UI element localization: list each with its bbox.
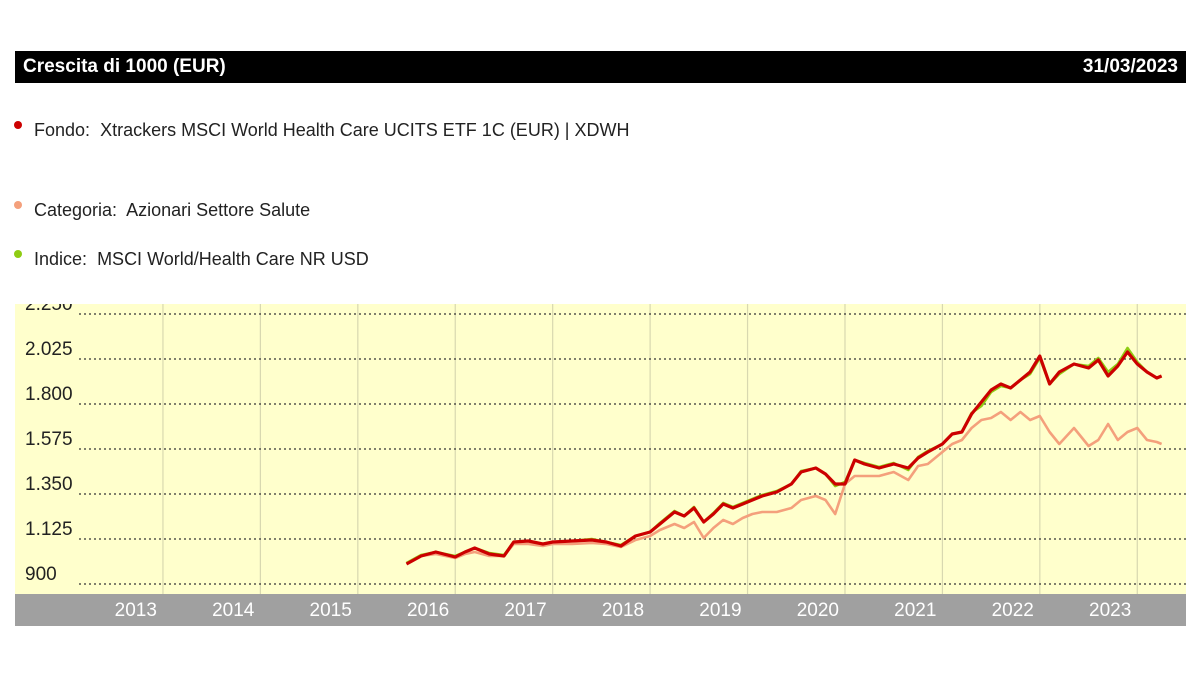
fondo-dot-icon xyxy=(14,121,22,129)
x-tick-label: 2021 xyxy=(894,600,936,621)
x-tick-label: 2013 xyxy=(115,600,157,621)
x-axis-band xyxy=(15,594,1186,626)
x-tick-label: 2019 xyxy=(699,600,741,621)
y-tick-label: 900 xyxy=(25,564,57,585)
x-tick-label: 2020 xyxy=(797,600,839,621)
growth-chart: 2013 2014 2015 2016 2017 2018 2019 2020 2021 2022… xyxy=(15,304,1186,626)
chart-header: Crescita di 1000 (EUR) 31/03/2023 xyxy=(15,51,1186,83)
legend-fondo-text: Fondo: Xtrackers MSCI World Health Care … xyxy=(34,117,694,144)
y-tick-label: 1.350 xyxy=(25,474,73,495)
legend-indice-value: MSCI World/Health Care NR USD xyxy=(97,249,369,269)
legend-categoria-value: Azionari Settore Salute xyxy=(126,200,311,220)
y-tick-label: 2.250 xyxy=(25,304,73,315)
x-tick-label: 2022 xyxy=(992,600,1034,621)
y-tick-label: 1.575 xyxy=(25,429,73,450)
legend-indice-label: Indice: xyxy=(34,249,88,269)
x-tick-label: 2017 xyxy=(504,600,546,621)
indice-dot-icon xyxy=(14,250,22,258)
categoria-dot-icon xyxy=(14,201,22,209)
legend-fondo-label: Fondo: xyxy=(34,120,91,140)
series-line-categoria xyxy=(405,410,1163,566)
y-tick-label: 1.800 xyxy=(25,384,73,405)
legend-categoria-label: Categoria: xyxy=(34,200,118,220)
series-line-fondo xyxy=(405,350,1163,566)
y-tick-label: 2.025 xyxy=(25,339,73,360)
x-tick-label: 2023 xyxy=(1089,600,1131,621)
legend-fondo-value: Xtrackers MSCI World Health Care UCITS E… xyxy=(100,120,630,140)
x-tick-label: 2018 xyxy=(602,600,644,621)
legend-categoria-text: Categoria: Azionari Settore Salute xyxy=(34,197,694,224)
x-tick-label: 2014 xyxy=(212,600,255,621)
legend-indice-text: Indice: MSCI World/Health Care NR USD xyxy=(34,246,694,273)
y-tick-label: 1.125 xyxy=(25,519,73,540)
x-tick-label: 2015 xyxy=(310,600,352,621)
chart-title: Crescita di 1000 (EUR) xyxy=(23,56,226,77)
x-tick-label: 2016 xyxy=(407,600,449,621)
chart-date: 31/03/2023 xyxy=(1082,56,1178,77)
